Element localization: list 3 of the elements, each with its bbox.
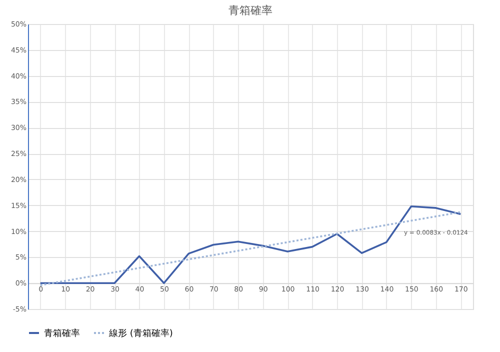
legend-label: 線形 (青箱確率) xyxy=(108,328,173,339)
chart-title: 青箱確率 xyxy=(228,4,272,17)
legend-label: 青箱確率 xyxy=(44,328,80,339)
